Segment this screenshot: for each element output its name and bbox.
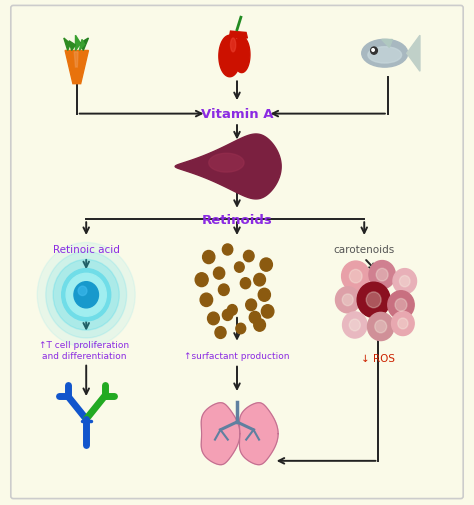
Circle shape [235, 263, 244, 273]
Polygon shape [209, 154, 244, 173]
Circle shape [240, 278, 251, 289]
Circle shape [376, 269, 388, 281]
Circle shape [343, 312, 367, 338]
Circle shape [213, 268, 225, 280]
Circle shape [215, 327, 226, 339]
Circle shape [372, 49, 374, 52]
Polygon shape [175, 135, 281, 199]
Circle shape [66, 274, 106, 317]
Circle shape [236, 324, 246, 334]
Circle shape [78, 286, 87, 296]
Circle shape [200, 293, 213, 307]
Circle shape [74, 282, 99, 308]
FancyBboxPatch shape [11, 7, 463, 498]
Polygon shape [230, 39, 236, 53]
Polygon shape [229, 32, 247, 39]
Polygon shape [69, 42, 75, 52]
Circle shape [228, 305, 237, 316]
Circle shape [367, 313, 394, 341]
Polygon shape [79, 40, 84, 52]
Circle shape [393, 269, 417, 294]
Text: ↓ ROS: ↓ ROS [361, 353, 395, 363]
Polygon shape [81, 39, 89, 52]
Circle shape [342, 294, 353, 306]
Text: ↑surfactant production: ↑surfactant production [184, 351, 290, 360]
Polygon shape [407, 36, 420, 72]
Circle shape [208, 313, 219, 325]
Circle shape [366, 292, 381, 308]
Circle shape [222, 244, 233, 256]
Circle shape [375, 321, 387, 333]
Circle shape [400, 276, 410, 287]
Circle shape [37, 243, 135, 347]
Circle shape [371, 48, 377, 55]
Polygon shape [233, 37, 250, 73]
Circle shape [254, 274, 265, 286]
Circle shape [261, 305, 274, 319]
Polygon shape [382, 40, 392, 48]
Polygon shape [74, 53, 78, 68]
Circle shape [349, 320, 360, 331]
Circle shape [202, 251, 215, 264]
Circle shape [398, 318, 408, 329]
Polygon shape [65, 52, 89, 84]
Ellipse shape [368, 47, 401, 64]
Circle shape [336, 287, 360, 313]
Ellipse shape [362, 40, 408, 68]
Circle shape [342, 262, 370, 292]
Circle shape [62, 269, 111, 321]
Circle shape [46, 252, 127, 338]
Polygon shape [75, 36, 81, 52]
Circle shape [388, 291, 414, 319]
Circle shape [53, 260, 119, 330]
Circle shape [244, 251, 254, 262]
Text: carotenoids: carotenoids [334, 245, 395, 255]
Circle shape [254, 319, 265, 332]
Circle shape [249, 312, 261, 324]
Circle shape [349, 270, 362, 283]
Circle shape [357, 283, 390, 318]
Circle shape [260, 259, 273, 272]
Circle shape [395, 299, 407, 312]
Text: Retinoids: Retinoids [201, 214, 273, 226]
Circle shape [195, 273, 208, 287]
Text: ↑T cell proliferation
and differentiation: ↑T cell proliferation and differentiatio… [39, 341, 129, 360]
Circle shape [369, 261, 395, 289]
Text: Vitamin A: Vitamin A [201, 108, 273, 121]
Polygon shape [201, 403, 240, 465]
Circle shape [258, 289, 270, 301]
Circle shape [392, 312, 414, 336]
Polygon shape [64, 39, 70, 52]
Circle shape [246, 299, 256, 311]
Circle shape [222, 310, 233, 321]
Text: Retinoic acid: Retinoic acid [53, 245, 119, 255]
Circle shape [219, 284, 229, 296]
Polygon shape [239, 403, 278, 465]
Polygon shape [219, 36, 241, 78]
